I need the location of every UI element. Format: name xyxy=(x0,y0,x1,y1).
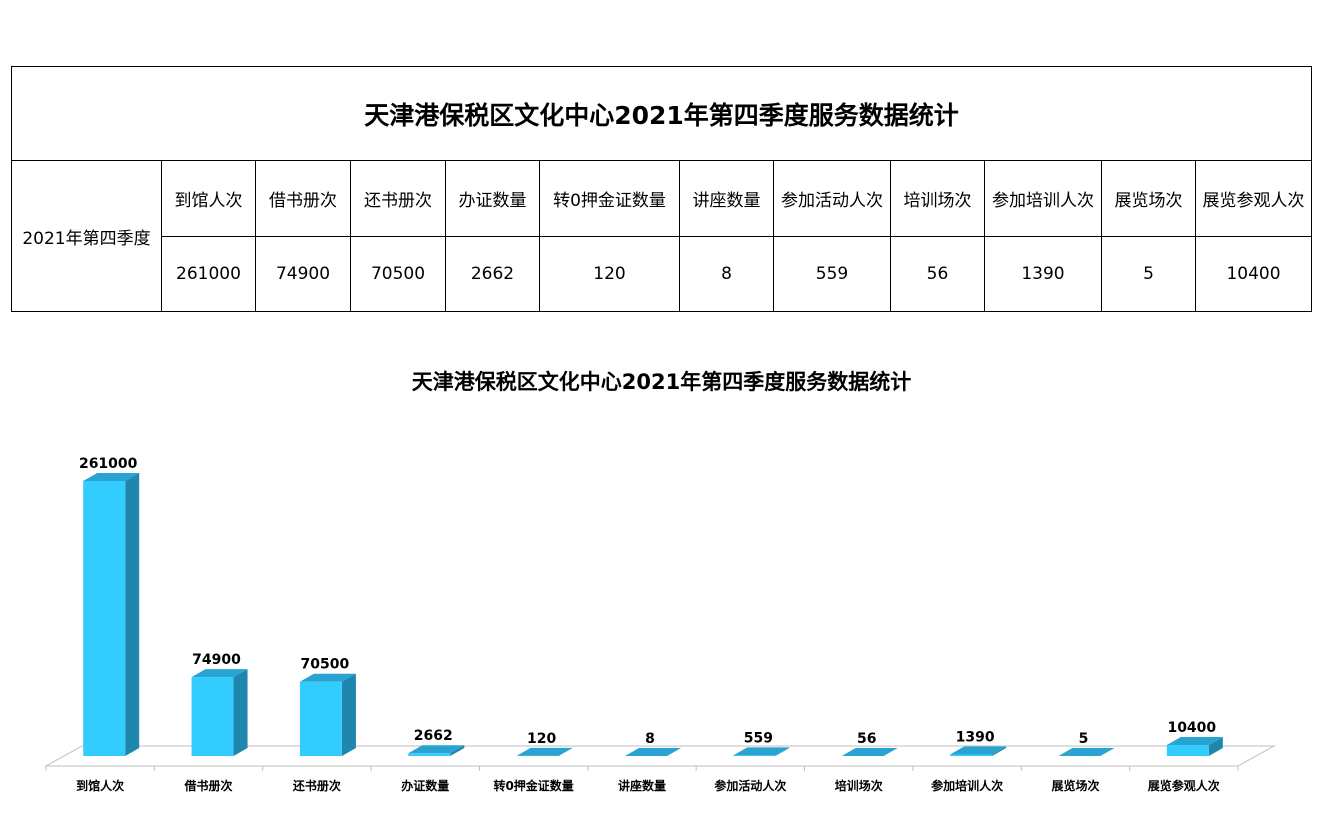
x-tick-label: 培训场次 xyxy=(835,778,883,793)
header-cell: 办证数量 xyxy=(445,160,540,237)
bar-top xyxy=(1166,737,1223,746)
bar-side xyxy=(450,745,465,756)
x-tick-label: 借书册次 xyxy=(184,778,233,793)
value-cell: 56 xyxy=(890,236,985,312)
data-label: 261000 xyxy=(79,456,138,472)
value-cell: 10400 xyxy=(1195,236,1312,312)
data-label: 8 xyxy=(645,731,655,747)
bar-side xyxy=(992,746,1007,756)
data-label: 559 xyxy=(744,730,773,746)
bar-side xyxy=(883,747,898,756)
header-cell: 参加培训人次 xyxy=(984,160,1102,237)
x-tick-label: 转0押金证数量 xyxy=(493,778,573,793)
bar-side xyxy=(233,669,248,756)
data-label: 10400 xyxy=(1167,720,1216,736)
stats-table: 天津港保税区文化中心2021年第四季度服务数据统计 2021年第四季度 到馆人次… xyxy=(11,66,1312,312)
bar-side xyxy=(667,747,681,756)
x-tick-label: 展览场次 xyxy=(1051,778,1099,793)
bar-top xyxy=(733,747,790,756)
table-title: 天津港保税区文化中心2021年第四季度服务数据统计 xyxy=(11,66,1312,161)
bar-side xyxy=(1208,737,1223,756)
value-cell: 2662 xyxy=(445,236,540,312)
bar-top xyxy=(299,673,356,682)
bar-top xyxy=(625,747,681,756)
data-label: 120 xyxy=(527,731,556,747)
bar xyxy=(191,677,234,756)
header-cell: 培训场次 xyxy=(890,160,985,237)
bar-top xyxy=(516,747,573,756)
value-cell: 8 xyxy=(679,236,774,312)
bar xyxy=(1166,745,1209,756)
value-cell: 1390 xyxy=(984,236,1102,312)
row-label: 2021年第四季度 xyxy=(11,160,162,312)
x-tick-label: 讲座数量 xyxy=(618,778,666,793)
header-cell: 借书册次 xyxy=(255,160,351,237)
x-tick-label: 还书册次 xyxy=(292,778,341,793)
value-cell: 559 xyxy=(773,236,891,312)
x-tick-label: 展览参观人次 xyxy=(1148,778,1220,793)
bar xyxy=(408,753,451,756)
data-label: 56 xyxy=(857,731,876,747)
bar-top xyxy=(841,747,898,756)
data-label: 70500 xyxy=(301,657,350,673)
value-cell: 74900 xyxy=(255,236,351,312)
x-tick-label: 参加培训人次 xyxy=(931,778,1003,793)
x-tick-label: 办证数量 xyxy=(401,778,449,793)
bar xyxy=(950,754,993,756)
chart-title: 天津港保税区文化中心2021年第四季度服务数据统计 xyxy=(411,370,912,394)
data-label: 5 xyxy=(1079,731,1089,747)
value-cell: 120 xyxy=(539,236,680,312)
header-cell: 参加活动人次 xyxy=(773,160,891,237)
bar xyxy=(299,681,342,756)
x-tick-label: 到馆人次 xyxy=(76,778,124,793)
header-cell: 还书册次 xyxy=(350,160,446,237)
bar-top xyxy=(408,745,465,754)
bar-top xyxy=(950,746,1007,755)
bar-side xyxy=(558,747,573,756)
data-label: 2662 xyxy=(414,728,453,744)
value-cell: 261000 xyxy=(161,236,256,312)
bar-top xyxy=(191,669,248,678)
bar xyxy=(733,755,776,756)
header-cell: 讲座数量 xyxy=(679,160,774,237)
data-label: 1390 xyxy=(956,730,995,746)
header-cell: 展览参观人次 xyxy=(1195,160,1312,237)
bar-side xyxy=(125,473,140,756)
bar-side xyxy=(341,673,356,756)
data-label: 74900 xyxy=(192,652,241,668)
bar xyxy=(83,481,126,756)
x-tick-label: 参加活动人次 xyxy=(714,778,786,793)
bar-top xyxy=(83,473,140,481)
bar-side xyxy=(1100,747,1115,756)
bar-top xyxy=(1058,747,1115,756)
bar-side xyxy=(775,747,790,756)
